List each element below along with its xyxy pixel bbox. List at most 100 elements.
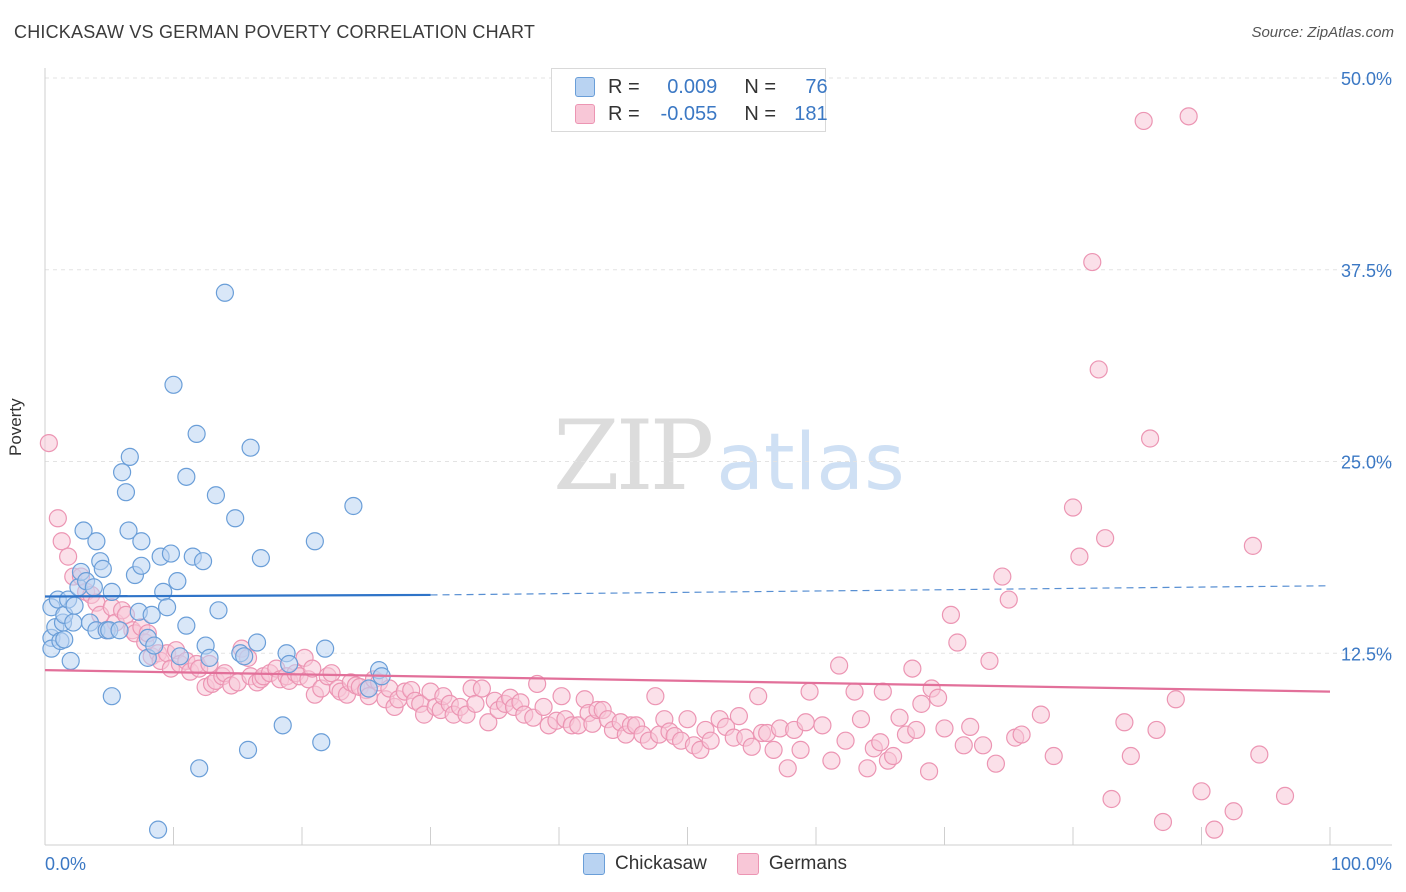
germans-point bbox=[1153, 812, 1173, 832]
germans-point bbox=[729, 707, 749, 726]
germans-point bbox=[912, 694, 931, 713]
watermark-zip: ZIP bbox=[553, 400, 714, 512]
legend-r-label: R = bbox=[608, 102, 640, 125]
germans-point bbox=[678, 710, 697, 729]
germans-point bbox=[764, 740, 783, 759]
germans-point bbox=[1063, 498, 1083, 517]
germans-point bbox=[871, 733, 890, 752]
chickasaw-point bbox=[154, 582, 173, 601]
chickasaw-point bbox=[120, 447, 139, 466]
germans-point bbox=[999, 590, 1018, 609]
chickasaw-point bbox=[200, 648, 219, 667]
germans-point bbox=[39, 433, 58, 453]
germans-point bbox=[1083, 252, 1102, 272]
legend-r-germans: -0.055 bbox=[660, 102, 718, 125]
germans-point bbox=[552, 687, 571, 706]
chickasaw-point bbox=[190, 759, 209, 778]
chickasaw-point bbox=[226, 509, 245, 528]
chickasaw-point bbox=[305, 532, 324, 551]
chickasaw-point bbox=[241, 438, 260, 457]
germans-point bbox=[961, 717, 980, 736]
germans-point bbox=[845, 682, 864, 701]
source-credit: Source: ZipAtlas.com bbox=[1251, 24, 1394, 41]
chickasaw-point bbox=[74, 521, 93, 540]
chickasaw-point bbox=[110, 621, 129, 640]
chickasaw-point bbox=[84, 578, 103, 597]
germans-point bbox=[1147, 720, 1166, 740]
germans-point bbox=[778, 759, 797, 778]
legend-label-chickasaw: Chickasaw bbox=[615, 853, 707, 874]
germans-point bbox=[873, 682, 892, 701]
germans-point bbox=[52, 532, 71, 551]
chickasaw-point bbox=[116, 483, 136, 502]
germans-point bbox=[890, 708, 909, 727]
legend-n-chickasaw: 76 bbox=[805, 75, 828, 98]
chickasaw-point bbox=[148, 820, 168, 839]
germans-trendline bbox=[44, 669, 1331, 693]
germans-point bbox=[973, 736, 993, 755]
chickasaw-point bbox=[87, 532, 106, 551]
chickasaw-point bbox=[132, 532, 151, 551]
germans-point bbox=[48, 509, 67, 528]
chickasaw-point bbox=[102, 582, 121, 601]
legend-r-label: R = bbox=[608, 75, 640, 98]
legend-swatch-germans bbox=[575, 104, 595, 124]
chickasaw-point bbox=[280, 654, 299, 674]
germans-point bbox=[1031, 705, 1050, 724]
chickasaw-point bbox=[164, 375, 183, 394]
x-tick-label: 0.0% bbox=[45, 854, 86, 874]
chickasaw-point bbox=[247, 633, 267, 652]
germans-point bbox=[1121, 746, 1140, 766]
germans-point bbox=[928, 688, 948, 707]
chickasaw-point bbox=[145, 636, 164, 655]
germans-point bbox=[1275, 786, 1295, 806]
chickasaw-point bbox=[170, 647, 190, 666]
germans-point bbox=[1250, 745, 1269, 764]
chickasaw-point bbox=[64, 613, 83, 632]
chickasaw-point bbox=[112, 463, 132, 482]
chickasaw-point bbox=[238, 740, 258, 759]
chart-title: CHICKASAW VS GERMAN POVERTY CORRELATION … bbox=[14, 22, 536, 42]
y-tick-label: 50.0% bbox=[1341, 69, 1392, 89]
chickasaw-point bbox=[65, 596, 84, 615]
germans-point bbox=[851, 710, 871, 729]
germans-point bbox=[935, 719, 954, 738]
chickasaw-point bbox=[168, 572, 187, 591]
legend-item-chickasaw: Chickasaw bbox=[583, 853, 707, 875]
legend-n-germans: 181 bbox=[794, 102, 828, 125]
germans-point bbox=[791, 740, 810, 759]
series-legend: Chickasaw Germans bbox=[583, 852, 877, 876]
germans-point bbox=[800, 682, 819, 701]
germans-point bbox=[1070, 547, 1089, 566]
watermark-atlas: atlas bbox=[716, 418, 905, 508]
germans-point bbox=[534, 697, 553, 717]
germans-point bbox=[1224, 802, 1243, 821]
germans-point bbox=[1044, 746, 1063, 766]
chickasaw-point bbox=[161, 544, 181, 563]
legend-n-label: N = bbox=[744, 102, 777, 125]
germans-point bbox=[1166, 690, 1185, 709]
chickasaw-point bbox=[215, 283, 234, 302]
chickasaw-point bbox=[273, 716, 292, 735]
germans-point bbox=[883, 746, 903, 766]
watermark: ZIPatlas bbox=[553, 400, 905, 512]
germans-point bbox=[1179, 107, 1198, 126]
chickasaw-point bbox=[251, 549, 270, 568]
germans-point bbox=[742, 737, 761, 756]
germans-point bbox=[646, 687, 665, 706]
germans-point bbox=[1102, 789, 1121, 809]
germans-point bbox=[1089, 360, 1108, 379]
germans-point bbox=[1115, 713, 1134, 732]
chickasaw-point bbox=[177, 467, 196, 486]
chickasaw-point bbox=[235, 647, 254, 666]
germans-point bbox=[466, 694, 485, 713]
legend-swatch-chickasaw bbox=[575, 77, 595, 97]
germans-point bbox=[479, 713, 498, 732]
chickasaw-trendline bbox=[44, 593, 431, 598]
germans-point bbox=[919, 762, 939, 781]
chickasaw-trendline-extension bbox=[430, 585, 1331, 596]
chickasaw-point bbox=[209, 601, 228, 620]
germans-point bbox=[858, 759, 877, 778]
germans-point bbox=[1140, 429, 1160, 448]
